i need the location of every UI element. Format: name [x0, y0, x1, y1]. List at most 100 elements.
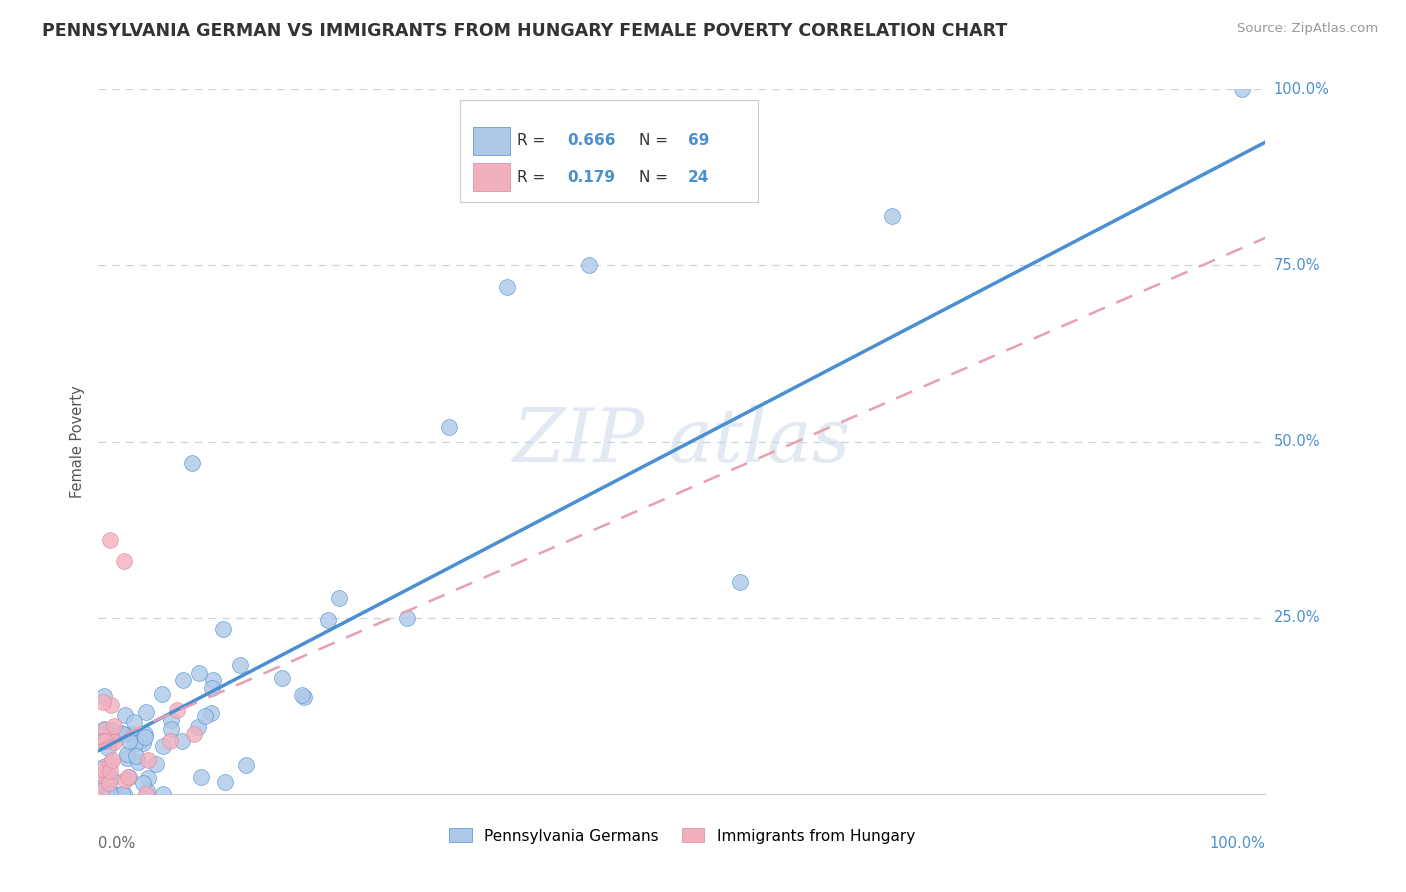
Point [90, 783, 112, 797]
Point [145, 756, 167, 771]
Point [496, 279, 519, 293]
Text: R =: R = [517, 169, 551, 185]
FancyBboxPatch shape [460, 100, 758, 202]
Point [152, 787, 174, 801]
Point [98, 787, 121, 801]
Point [135, 787, 157, 801]
Point [91, 780, 114, 795]
Point [91, 734, 114, 748]
Text: 25.0%: 25.0% [1274, 610, 1320, 625]
Point [112, 554, 135, 568]
Point [730, 575, 752, 590]
Text: Source: ZipAtlas.com: Source: ZipAtlas.com [1237, 22, 1378, 36]
Text: 100.0%: 100.0% [1274, 82, 1330, 96]
Point [100, 771, 122, 785]
Point [101, 731, 124, 746]
Point [97, 776, 120, 790]
Text: 75.0%: 75.0% [1274, 258, 1320, 273]
Text: 0.666: 0.666 [568, 133, 616, 148]
Point [118, 770, 141, 784]
Point [114, 772, 136, 787]
Point [188, 666, 211, 681]
Text: R =: R = [517, 133, 551, 148]
Point [135, 706, 157, 720]
Point [190, 771, 212, 785]
Point [134, 726, 156, 740]
Point [103, 787, 125, 801]
Point [98, 756, 121, 770]
Point [129, 733, 152, 747]
Point [124, 736, 146, 750]
Point [93, 722, 115, 736]
Point [114, 787, 136, 801]
Point [328, 591, 350, 606]
Point [578, 258, 600, 272]
Point [159, 733, 181, 747]
Legend: Pennsylvania Germans, Immigrants from Hungary: Pennsylvania Germans, Immigrants from Hu… [443, 822, 921, 850]
Text: N =: N = [638, 133, 672, 148]
Point [127, 755, 149, 769]
Point [292, 690, 315, 705]
Point [212, 622, 235, 636]
Point [101, 723, 124, 737]
Point [110, 726, 132, 740]
Point [90, 787, 112, 801]
Point [98, 787, 121, 801]
Point [122, 714, 145, 729]
Point [115, 747, 138, 761]
Text: 24: 24 [688, 169, 709, 185]
Text: 0.179: 0.179 [568, 169, 616, 185]
Point [94, 771, 117, 785]
Point [103, 719, 125, 733]
Point [880, 209, 903, 223]
Point [194, 708, 217, 723]
Point [291, 688, 314, 702]
Point [114, 708, 136, 723]
Point [136, 771, 159, 785]
Point [132, 736, 155, 750]
Point [90, 762, 112, 776]
Text: 100.0%: 100.0% [1209, 836, 1265, 851]
Point [120, 727, 142, 741]
Point [125, 748, 148, 763]
Point [94, 734, 117, 748]
Point [136, 753, 159, 767]
Point [229, 657, 252, 672]
Point [100, 764, 122, 778]
Point [172, 733, 194, 747]
Point [112, 727, 135, 741]
Point [578, 153, 600, 167]
Point [201, 673, 224, 688]
Point [91, 760, 114, 774]
Point [98, 533, 121, 548]
Point [100, 698, 122, 712]
Point [183, 727, 205, 741]
Point [101, 753, 124, 767]
Point [172, 673, 194, 687]
Point [111, 787, 134, 801]
Point [132, 776, 155, 790]
Point [214, 775, 236, 789]
Text: N =: N = [638, 169, 672, 185]
Point [117, 770, 139, 784]
Point [160, 722, 183, 736]
Point [134, 730, 156, 744]
Y-axis label: Female Poverty: Female Poverty [70, 385, 86, 498]
Point [437, 420, 460, 434]
Point [103, 735, 125, 749]
Point [271, 672, 294, 686]
Point [97, 741, 120, 756]
Point [166, 702, 188, 716]
Point [395, 611, 418, 625]
Point [91, 728, 114, 742]
Text: PENNSYLVANIA GERMAN VS IMMIGRANTS FROM HUNGARY FEMALE POVERTY CORRELATION CHART: PENNSYLVANIA GERMAN VS IMMIGRANTS FROM H… [42, 22, 1008, 40]
Point [152, 739, 174, 754]
Point [201, 681, 224, 695]
Point [94, 776, 117, 790]
Point [91, 695, 114, 709]
Point [118, 734, 141, 748]
Point [115, 751, 138, 765]
Text: 69: 69 [688, 133, 709, 148]
Point [150, 687, 173, 701]
Text: 0.0%: 0.0% [98, 836, 135, 851]
